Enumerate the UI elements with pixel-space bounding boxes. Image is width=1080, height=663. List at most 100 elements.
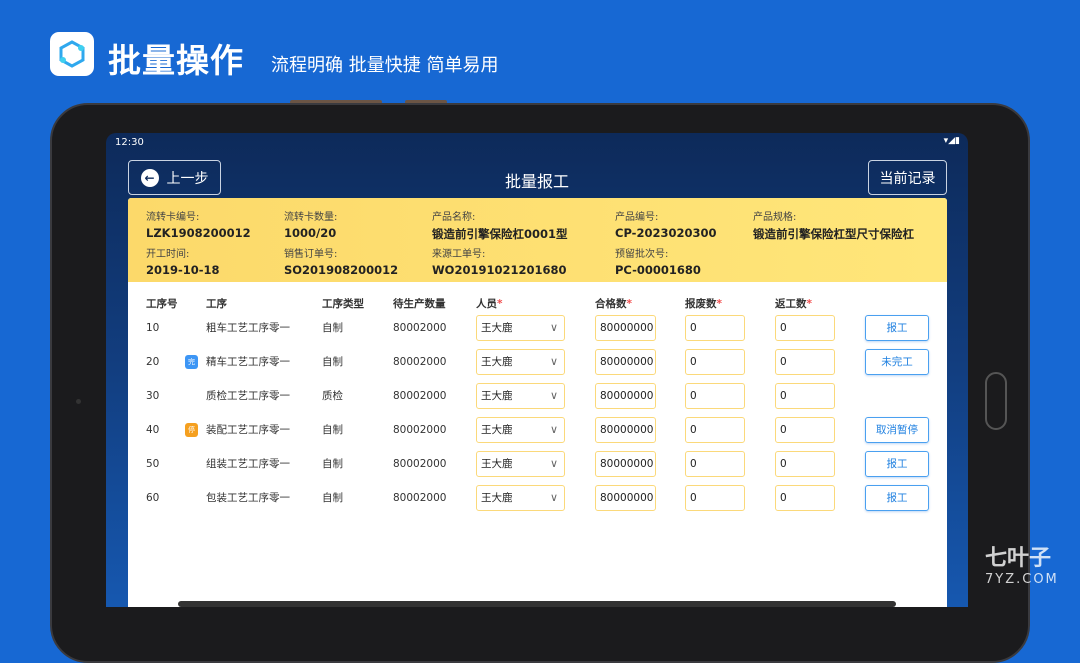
- info-field: 产品编号: CP-2023020300: [615, 212, 717, 240]
- app-screen: 12:30 ▾◢▮ ← 上一步 批量报工 当前记录 流转卡编号: LZK19082…: [106, 133, 968, 607]
- info-field: 来源工单号: WO20191021201680: [432, 249, 567, 277]
- header-proc: 工序: [206, 298, 227, 310]
- rework-input[interactable]: 0: [775, 451, 835, 477]
- qualified-input[interactable]: 80000000: [595, 417, 656, 443]
- volume-button: [290, 100, 382, 104]
- rework-input[interactable]: 0: [775, 417, 835, 443]
- pending-qty: 80002000: [393, 492, 447, 504]
- pending-qty: 80002000: [393, 322, 447, 334]
- proc-no: 50: [146, 458, 160, 470]
- paused-badge: 停: [185, 423, 198, 437]
- info-field: 产品名称: 锻造前引擎保险杠0001型: [432, 212, 568, 241]
- arrow-left-icon: ←: [140, 168, 159, 187]
- row-action-button[interactable]: 取消暂停: [865, 417, 929, 443]
- table-row: 10 粗车工艺工序零一 自制 80002000 王大鹿 ∨ 80000000 0 0…: [128, 311, 947, 345]
- proc-type: 自制: [322, 356, 343, 368]
- proc-no: 20: [146, 356, 160, 368]
- proc-type: 自制: [322, 322, 343, 334]
- scrap-input[interactable]: 0: [685, 383, 745, 409]
- header-scrap: 报废数*: [685, 298, 722, 310]
- header-rework: 返工数*: [775, 298, 812, 310]
- current-records-button[interactable]: 当前记录: [868, 160, 947, 195]
- table-row: 50 组装工艺工序零一 自制 80002000 王大鹿 ∨ 80000000 0 0…: [128, 447, 947, 481]
- proc-name: 装配工艺工序零一: [206, 424, 290, 436]
- app-logo: [50, 32, 94, 76]
- promo-subtitle: 流程明确 批量快捷 简单易用: [271, 55, 499, 76]
- scrap-input[interactable]: 0: [685, 485, 745, 511]
- scrap-input[interactable]: 0: [685, 451, 745, 477]
- status-time: 12:30: [115, 137, 144, 148]
- rework-input[interactable]: 0: [775, 315, 835, 341]
- promo-title: 批量操作: [108, 41, 244, 80]
- rework-input[interactable]: 0: [775, 383, 835, 409]
- table-row: 40 停装配工艺工序零一 自制 80002000 王大鹿 ∨ 80000000 0 …: [128, 413, 947, 447]
- power-button: [405, 100, 447, 104]
- person-select[interactable]: 王大鹿 ∨: [476, 451, 565, 477]
- page-title: 批量报工: [504, 172, 569, 191]
- watermark: 七叶子 7YZ.COM: [985, 546, 1059, 587]
- chevron-down-icon: ∨: [549, 457, 558, 470]
- chevron-down-icon: ∨: [549, 491, 558, 504]
- qualified-input[interactable]: 80000000: [595, 383, 656, 409]
- header-no: 工序号: [146, 298, 178, 310]
- table-row: 30 质检工艺工序零一 质检 80002000 王大鹿 ∨ 80000000 0 0: [128, 379, 947, 413]
- pending-qty: 80002000: [393, 458, 447, 470]
- done-badge: 完: [185, 355, 198, 369]
- row-action-button[interactable]: 报工: [865, 451, 929, 477]
- pending-qty: 80002000: [393, 424, 447, 436]
- qualified-input[interactable]: 80000000: [595, 349, 656, 375]
- status-icons: ▾◢▮: [943, 136, 960, 146]
- pending-qty: 80002000: [393, 356, 447, 368]
- person-select[interactable]: 王大鹿 ∨: [476, 349, 565, 375]
- info-field: 流转卡编号: LZK1908200012: [146, 212, 251, 240]
- home-button: [985, 372, 1007, 430]
- header-person: 人员*: [476, 298, 503, 310]
- info-field: 开工时间: 2019-10-18: [146, 249, 220, 277]
- row-action-button[interactable]: 报工: [865, 315, 929, 341]
- back-label: 上一步: [166, 170, 209, 187]
- proc-type: 自制: [322, 424, 343, 436]
- proc-type: 质检: [322, 390, 343, 402]
- chevron-down-icon: ∨: [549, 321, 558, 334]
- qualified-input[interactable]: 80000000: [595, 451, 656, 477]
- header-qualified: 合格数*: [595, 298, 632, 310]
- person-select[interactable]: 王大鹿 ∨: [476, 315, 565, 341]
- info-field: 流转卡数量: 1000/20: [284, 212, 338, 240]
- chevron-down-icon: ∨: [549, 389, 558, 402]
- qualified-input[interactable]: 80000000: [595, 485, 656, 511]
- header-type: 工序类型: [322, 298, 364, 310]
- proc-no: 60: [146, 492, 160, 504]
- rework-input[interactable]: 0: [775, 485, 835, 511]
- proc-type: 自制: [322, 458, 343, 470]
- proc-no: 30: [146, 390, 160, 402]
- qualified-input[interactable]: 80000000: [595, 315, 656, 341]
- proc-name: 粗车工艺工序零一: [206, 322, 290, 334]
- row-action-button[interactable]: 未完工: [865, 349, 929, 375]
- header-pending: 待生产数量: [393, 298, 446, 310]
- info-panel: 流转卡编号: LZK1908200012 流转卡数量: 1000/20 产品名称: 锻…: [128, 198, 947, 282]
- person-select[interactable]: 王大鹿 ∨: [476, 383, 565, 409]
- pending-qty: 80002000: [393, 390, 447, 402]
- proc-name: 包装工艺工序零一: [206, 492, 290, 504]
- batch-report-card: 流转卡编号: LZK1908200012 流转卡数量: 1000/20 产品名称: 锻…: [128, 198, 947, 607]
- proc-no: 10: [146, 322, 160, 334]
- row-action-button[interactable]: 报工: [865, 485, 929, 511]
- table-row: 20 完精车工艺工序零一 自制 80002000 王大鹿 ∨ 80000000 0 …: [128, 345, 947, 379]
- info-field: 产品规格: 锻造前引擎保险杠型尺寸保险杠: [753, 212, 914, 241]
- person-select[interactable]: 王大鹿 ∨: [476, 417, 565, 443]
- proc-name: 精车工艺工序零一: [206, 356, 290, 368]
- camera: [76, 399, 81, 404]
- scrap-input[interactable]: 0: [685, 349, 745, 375]
- back-button[interactable]: ← 上一步: [128, 160, 221, 195]
- proc-type: 自制: [322, 492, 343, 504]
- chevron-down-icon: ∨: [549, 423, 558, 436]
- scrap-input[interactable]: 0: [685, 315, 745, 341]
- proc-no: 40: [146, 424, 160, 436]
- scrollbar[interactable]: [178, 601, 896, 607]
- info-field: 销售订单号: SO201908200012: [284, 249, 399, 277]
- scrap-input[interactable]: 0: [685, 417, 745, 443]
- table-row: 60 包装工艺工序零一 自制 80002000 王大鹿 ∨ 80000000 0 0…: [128, 481, 947, 515]
- proc-name: 组装工艺工序零一: [206, 458, 290, 470]
- person-select[interactable]: 王大鹿 ∨: [476, 485, 565, 511]
- rework-input[interactable]: 0: [775, 349, 835, 375]
